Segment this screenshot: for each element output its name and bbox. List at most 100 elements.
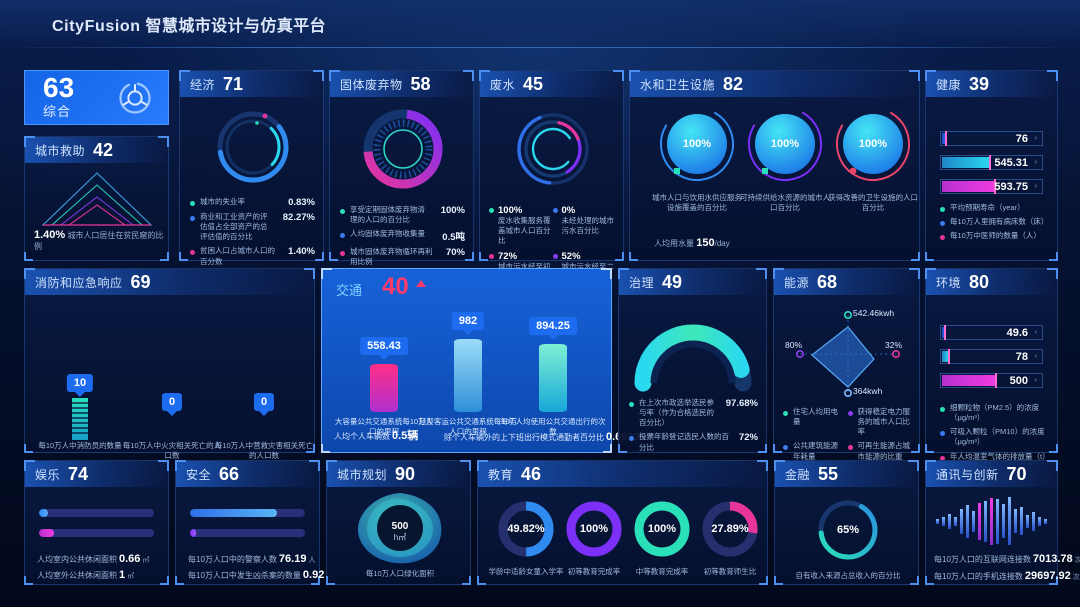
legend-label: 年人均温室气体的排放量（t） (950, 451, 1050, 461)
legend-item: 城市固体废弃物循环再利用比例 70% (340, 247, 465, 267)
water-footer-stat: 人均用水量 150/day (654, 237, 730, 249)
legend-dot (190, 201, 195, 206)
tooltip-value: 558.43 (360, 337, 408, 355)
card-score: 58 (410, 74, 431, 94)
card-body: 49.82% 学龄中适龄女童入学率 100% 初等教育完成率 100 (478, 487, 767, 584)
health-legend: 平均预期寿命（year） 每10万人里拥有病床数（床） 每10万中医师的数量（人… (940, 203, 1049, 245)
card-urban-planning[interactable]: 城市规划 90 (326, 460, 471, 585)
education-ring-3-value: 100% (647, 523, 677, 535)
bar-value: 78 (1015, 350, 1028, 363)
card-score: 46 (521, 464, 542, 484)
legend-dot (940, 407, 945, 412)
card-body: 100% 废水收集服务覆盖城市人口百分比 0% 未经处理的城市污水百分比 (480, 97, 623, 282)
legend-item: 细颗粒物（PM2.5）的浓度（μg/m³） (940, 403, 1049, 423)
legend-dot (629, 436, 634, 442)
card-title: 废水 (490, 77, 516, 92)
tooltip-value: 0 (161, 393, 183, 411)
card-fire-emergency[interactable]: 消防和应急响应 69 10 (24, 268, 315, 460)
legend-dot (940, 221, 945, 227)
steering-wheel-icon (118, 81, 152, 115)
entertainment-bar-1 (39, 509, 154, 517)
stat-value: 0.66 (119, 553, 141, 565)
legend-item: 投票年龄登记选民人数的百分比 72% (629, 432, 758, 452)
legend-label: 贫困人口占城市人口的百分数 (200, 246, 275, 266)
card-score: 80 (969, 272, 990, 292)
legend-item: 每10万中医师的数量（人） (940, 231, 1049, 241)
radar-label-bottom: 364kwh (853, 386, 883, 396)
card-education[interactable]: 教育 46 49.82% 学龄中适龄女童入学率 (477, 460, 768, 585)
tooltip-value: 982 (451, 312, 485, 330)
card-governance[interactable]: 治理 49 (618, 268, 767, 453)
legend-label: 享受定期固体废弃物清理的人口的百分比 (350, 205, 425, 225)
card-body: 每10万人口的互联网连接数 7013.78 次 每10万人口的手机连接数 29697.… (926, 487, 1080, 584)
transport-tooltip-1: 558.43 (360, 337, 408, 360)
card-energy[interactable]: 能源 68 542 (773, 268, 920, 461)
legend-label: 废水收集服务覆盖城市人口百分比 (498, 216, 551, 246)
education-ring-3-label: 中等教育完成率 (635, 567, 689, 576)
card-title: 治理 (629, 275, 655, 290)
card-header: 环境 80 (926, 269, 1057, 295)
legend-item: 100% 废水收集服务覆盖城市人口百分比 (489, 205, 553, 246)
card-score: 90 (395, 464, 416, 484)
bar-row: 78 ‹ (940, 349, 1043, 364)
card-wastewater[interactable]: 废水 45 (479, 70, 624, 282)
card-environment[interactable]: 环境 80 49.6 ‹ 78 ‹ (925, 268, 1058, 461)
bar-tick: ‹ (1034, 329, 1037, 336)
legend-item: 公共建筑能源年耗量 (783, 441, 848, 461)
legend-label: 人均固体废弃物收集量 (350, 229, 425, 239)
entertainment-stat-1: 人均室内公共休闲面积 0.66 ㎡ (37, 553, 149, 565)
legend-label: 城市的失业率 (200, 197, 245, 206)
card-telecom[interactable]: 通讯与创新 70 (925, 460, 1080, 585)
radar-label-top: 542.46kwh (853, 308, 895, 318)
safety-stat-1: 每10万人口中的警察人数 76.19 人 (188, 553, 315, 565)
card-solid-waste[interactable]: 固体废弃物 58 (329, 70, 474, 266)
water-gauge-1-label: 城市人口与饮用水供应服务设施覆盖的百分比 (652, 193, 742, 212)
telecom-stat-2: 每10万人口的手机连接数 29697.92 次 (934, 570, 1080, 582)
card-safety[interactable]: 安全 66 每10万人口中的警察人数 76.19 人 每10万人口中发生凶杀案的数量… (175, 460, 333, 585)
education-ring-2-value: 100% (579, 523, 609, 535)
card-title: 经济 (190, 77, 216, 92)
bar-tick: ‹ (1034, 353, 1037, 360)
overall-score-tile[interactable]: 63 综合 (24, 70, 169, 125)
card-score: 42 (93, 140, 114, 160)
telecom-stat-1: 每10万人口的互联网连接数 7013.78 次 (934, 553, 1080, 565)
card-header: 安全 66 (176, 461, 319, 487)
bar-tick: ‹ (1034, 159, 1037, 166)
card-header: 健康 39 (926, 71, 1057, 97)
fire-caption-1: 每10万人中消防员的数量 (38, 441, 122, 450)
card-body: 76 ‹ 545.31 ‹ 593.75 ‹ (926, 97, 1057, 260)
card-title: 娱乐 (35, 467, 61, 482)
card-finance[interactable]: 金融 55 65% 自有收入来源占总收入的百分比 (774, 460, 919, 585)
bar-tick: ‹ (1034, 135, 1037, 142)
card-entertainment[interactable]: 娱乐 74 人均室内公共休闲面积 0.66 ㎡ 人均室外公共休闲面积 1 ㎡ (24, 460, 169, 585)
card-score: 55 (818, 464, 839, 484)
card-water-sanitation[interactable]: 水和卫生设施 82 100% 城市人口与饮用水供应服务设施覆盖的百分比 (629, 70, 920, 261)
card-title: 安全 (186, 467, 212, 482)
card-score: 68 (817, 272, 838, 292)
card-body: 10 每1 (25, 295, 314, 460)
card-body: 542.46kwh 32% 364kwh 80% 住宅人均用电量 获得稳定电力服… (774, 295, 919, 461)
transport-bar-1 (370, 364, 398, 412)
card-title: 环境 (936, 275, 962, 290)
card-transport[interactable]: 交通 40 558.43 大容量公共交通系统每10万人口的里程 982 轻型客运… (321, 268, 649, 453)
legend-label: 公共建筑能源年耗量 (793, 441, 838, 461)
health-bar-list: 76 ‹ 545.31 ‹ 593.75 ‹ (940, 131, 1043, 203)
transport-note-1: 人均个人车辆数 0.5辆 (334, 427, 420, 443)
card-health[interactable]: 健康 39 76 ‹ 545.31 ‹ (925, 70, 1058, 261)
card-score: 69 (130, 272, 151, 292)
card-economy[interactable]: 经济 71 城市的失业率 (179, 70, 324, 266)
bar-row: 545.31 ‹ (940, 155, 1043, 170)
card-body: 558.43 大容量公共交通系统每10万人口的里程 982 轻型客运公共交通系统… (322, 269, 649, 452)
environment-bar-list: 49.6 ‹ 78 ‹ 500 ‹ (940, 325, 1043, 397)
legend-item: 可再生能源占城市能源的比重 (847, 441, 913, 461)
card-city-aid[interactable]: 城市救助 42 1.40% 城市人口居住在贫民窟的比例 (24, 136, 169, 261)
legend-value: 70% (445, 247, 465, 259)
water-footer-label: 人均用水量 (654, 239, 694, 248)
stat-value: 7013.78 (1032, 553, 1073, 565)
card-body: 49.6 ‹ 78 ‹ 500 ‹ (926, 295, 1057, 461)
trend-up-icon (416, 280, 426, 287)
card-title: 消防和应急响应 (35, 275, 123, 290)
legend-item: 在上次市政选举选民参与率（作为合格选民的百分比） 97.68% (629, 398, 758, 428)
legend-value: 97.68% (725, 398, 758, 409)
